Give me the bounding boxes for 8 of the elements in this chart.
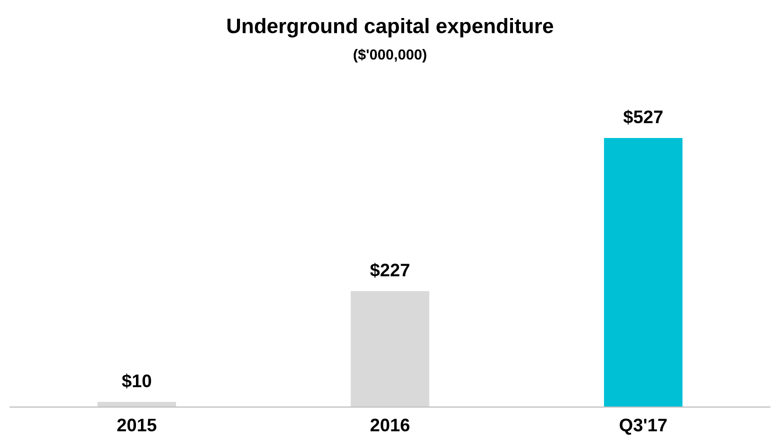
data-label: $227 — [370, 262, 410, 278]
x-tick-label: Q3'17 — [620, 418, 667, 435]
data-label: $527 — [623, 110, 663, 124]
chart-title: Underground capital expenditure — [227, 18, 554, 38]
x-tick-label: 2015 — [117, 418, 156, 432]
data-label: $10 — [122, 374, 152, 388]
chart-subtitle: ($'000,000) — [354, 48, 426, 63]
x-tick-label: 2016 — [370, 418, 410, 432]
